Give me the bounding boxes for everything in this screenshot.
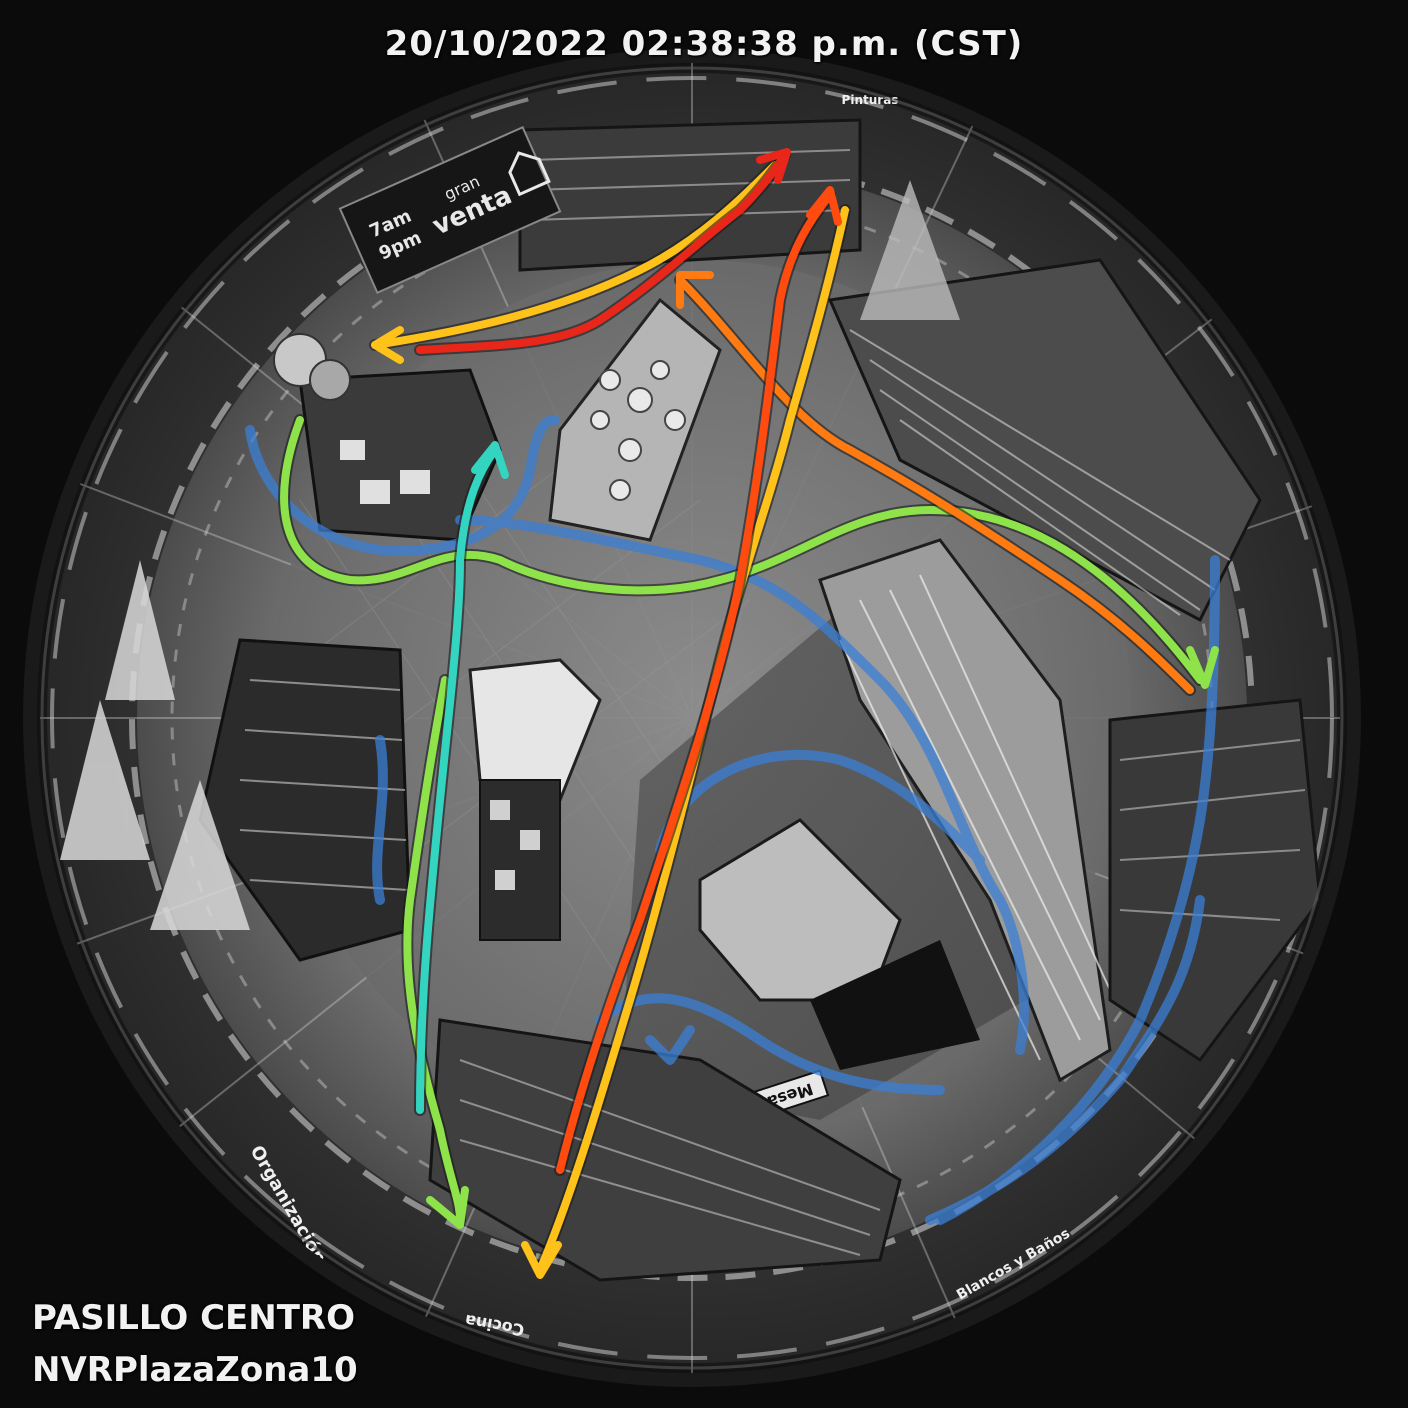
display-table-white xyxy=(468,658,602,941)
shelving-upper-right xyxy=(827,180,1262,623)
mesa-tabletop xyxy=(810,940,980,1070)
path-orange xyxy=(676,271,1194,694)
camera-id-label: NVRPlazaZona10 xyxy=(32,1350,358,1390)
path-red xyxy=(416,148,791,354)
path-green xyxy=(280,416,1219,1229)
path-orange-red xyxy=(556,186,842,1174)
gran-venta-banner: 7am 9pm gran venta xyxy=(338,125,562,295)
path-blue xyxy=(245,415,1220,1225)
timestamp-overlay: 20/10/2022 02:38:38 p.m. (CST) xyxy=(384,24,1024,64)
display-mesa: Mesa xyxy=(698,818,980,1119)
gondola-right xyxy=(818,538,1112,1083)
house-logo-icon xyxy=(508,151,551,197)
shelving-bottom xyxy=(428,1018,902,1282)
camera-zone-label: PASILLO CENTRO xyxy=(32,1298,356,1338)
display-upper-left xyxy=(273,333,502,542)
motion-paths xyxy=(245,148,1220,1279)
path-teal xyxy=(416,441,509,1114)
display-island-plates xyxy=(548,297,722,542)
lens-rim xyxy=(23,49,1361,1387)
christmas-trees xyxy=(60,560,250,930)
fisheye-view: Mesa xyxy=(30,56,1354,1380)
